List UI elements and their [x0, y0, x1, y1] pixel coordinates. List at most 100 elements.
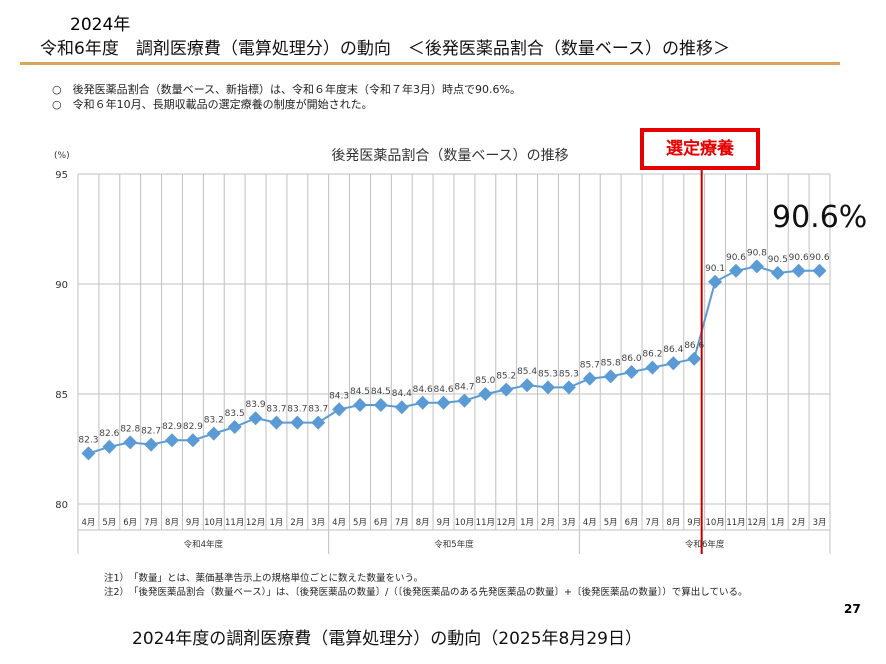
data-point — [708, 274, 723, 289]
data-label: 90.1 — [705, 264, 725, 274]
data-point — [812, 263, 827, 278]
y-tick-label: 95 — [55, 170, 68, 181]
data-point — [478, 387, 493, 401]
data-label: 82.8 — [120, 424, 140, 434]
data-point — [520, 378, 535, 393]
x-tick-label: 1月 — [269, 518, 283, 528]
data-point — [541, 380, 555, 395]
note-2: 注2） 「後発医薬品割合（数量ベース）」は、〔後発医薬品の数量〕/（〔後発医薬品… — [104, 587, 748, 598]
year-label: 2024年 — [70, 15, 131, 35]
caption: 2024年度の調剤医療費（電算処理分）の動向（2025年8月29日） — [132, 629, 642, 649]
x-tick-label: 12月 — [497, 518, 516, 528]
data-label: 83.2 — [204, 416, 224, 426]
x-tick-label: 1月 — [771, 518, 785, 528]
data-point — [749, 259, 764, 274]
data-label: 82.3 — [78, 435, 98, 445]
data-point — [603, 369, 618, 384]
x-tick-label: 10月 — [455, 518, 474, 528]
x-tick-label: 12月 — [246, 518, 265, 528]
data-point — [373, 398, 388, 412]
x-tick-label: 8月 — [165, 518, 179, 528]
x-tick-label: 12月 — [747, 518, 766, 528]
x-tick-label: 8月 — [416, 518, 430, 528]
x-tick-label: 2月 — [792, 518, 806, 528]
x-tick-label: 5月 — [353, 518, 367, 528]
data-label: 85.4 — [517, 367, 537, 377]
x-tick-label: 7月 — [645, 518, 659, 528]
y-tick-label: 85 — [55, 390, 68, 401]
x-tick-label: 4月 — [583, 518, 597, 528]
data-label: 86.6 — [684, 341, 704, 351]
data-point — [248, 411, 263, 426]
x-group-label: 令和5年度 — [434, 539, 474, 550]
data-label: 90.5 — [768, 255, 788, 265]
data-label: 82.9 — [162, 422, 182, 432]
chart-title: 後発医薬品割合（数量ベース）の推移 — [331, 147, 568, 164]
x-tick-label: 3月 — [311, 518, 325, 528]
data-label: 84.6 — [413, 385, 433, 395]
y-tick-label: 80 — [55, 500, 68, 511]
data-point — [227, 420, 242, 434]
data-point — [353, 398, 367, 412]
bullet-1: ○ 後発医薬品割合（数量ベース、新指標）は、令和６年度末（令和７年3月）時点で9… — [52, 83, 521, 96]
data-point — [561, 380, 576, 395]
data-point — [290, 415, 305, 430]
data-label: 86.0 — [622, 354, 642, 364]
data-label: 82.7 — [141, 427, 161, 437]
data-point — [687, 351, 702, 366]
data-label: 84.4 — [392, 389, 412, 399]
data-label: 85.3 — [538, 369, 558, 379]
data-label: 83.9 — [246, 400, 266, 410]
slide-title: 令和6年度 調剤医療費（電算処理分）の動向 ＜後発医薬品割合（数量ベース）の推移… — [40, 39, 730, 59]
x-tick-label: 9月 — [687, 518, 701, 528]
x-tick-label: 6月 — [374, 518, 388, 528]
y-tick-label: 90 — [55, 280, 68, 291]
data-label: 84.5 — [350, 387, 370, 397]
x-tick-label: 6月 — [625, 518, 639, 528]
data-point — [144, 437, 159, 452]
title-divider — [20, 62, 840, 65]
data-point — [729, 263, 743, 278]
data-label: 85.8 — [601, 358, 621, 368]
x-tick-label: 2月 — [541, 518, 555, 528]
data-point — [770, 266, 785, 280]
x-tick-label: 11月 — [726, 518, 745, 528]
data-label: 83.7 — [266, 405, 286, 415]
data-label: 82.9 — [183, 422, 203, 432]
data-label: 83.5 — [225, 409, 245, 419]
data-point — [457, 393, 472, 408]
x-group-label: 令和6年度 — [685, 539, 725, 550]
data-label: 82.6 — [99, 429, 119, 439]
x-tick-label: 11月 — [225, 518, 244, 528]
data-point — [436, 395, 451, 410]
x-tick-label: 9月 — [186, 518, 200, 528]
x-tick-label: 7月 — [395, 518, 409, 528]
x-tick-label: 3月 — [562, 518, 576, 528]
data-point — [582, 371, 597, 386]
data-label: 85.0 — [475, 376, 495, 386]
data-label: 90.6 — [789, 253, 809, 263]
x-group-label: 令和4年度 — [184, 539, 224, 550]
data-label: 84.3 — [329, 391, 349, 401]
data-label: 86.2 — [642, 350, 662, 360]
x-tick-label: 10月 — [204, 518, 223, 528]
x-tick-label: 3月 — [813, 518, 827, 528]
x-tick-label: 9月 — [437, 518, 451, 528]
data-point — [394, 400, 409, 415]
data-point — [185, 433, 200, 448]
x-tick-label: 4月 — [81, 518, 95, 528]
data-point — [791, 263, 806, 278]
data-label: 83.7 — [308, 405, 328, 415]
data-point — [123, 435, 138, 450]
x-tick-label: 8月 — [666, 518, 680, 528]
x-tick-label: 5月 — [604, 518, 618, 528]
data-label: 84.6 — [434, 385, 454, 395]
data-label: 90.6 — [810, 253, 830, 263]
x-tick-label: 6月 — [123, 518, 137, 528]
y-axis-unit: (%) — [54, 151, 70, 161]
bullet-2: ○ 令和６年10月、長期収載品の選定療養の制度が開始された。 — [52, 98, 373, 111]
data-point — [311, 415, 326, 430]
big-value-label: 90.6% — [772, 200, 868, 235]
data-label: 90.6 — [726, 253, 746, 263]
